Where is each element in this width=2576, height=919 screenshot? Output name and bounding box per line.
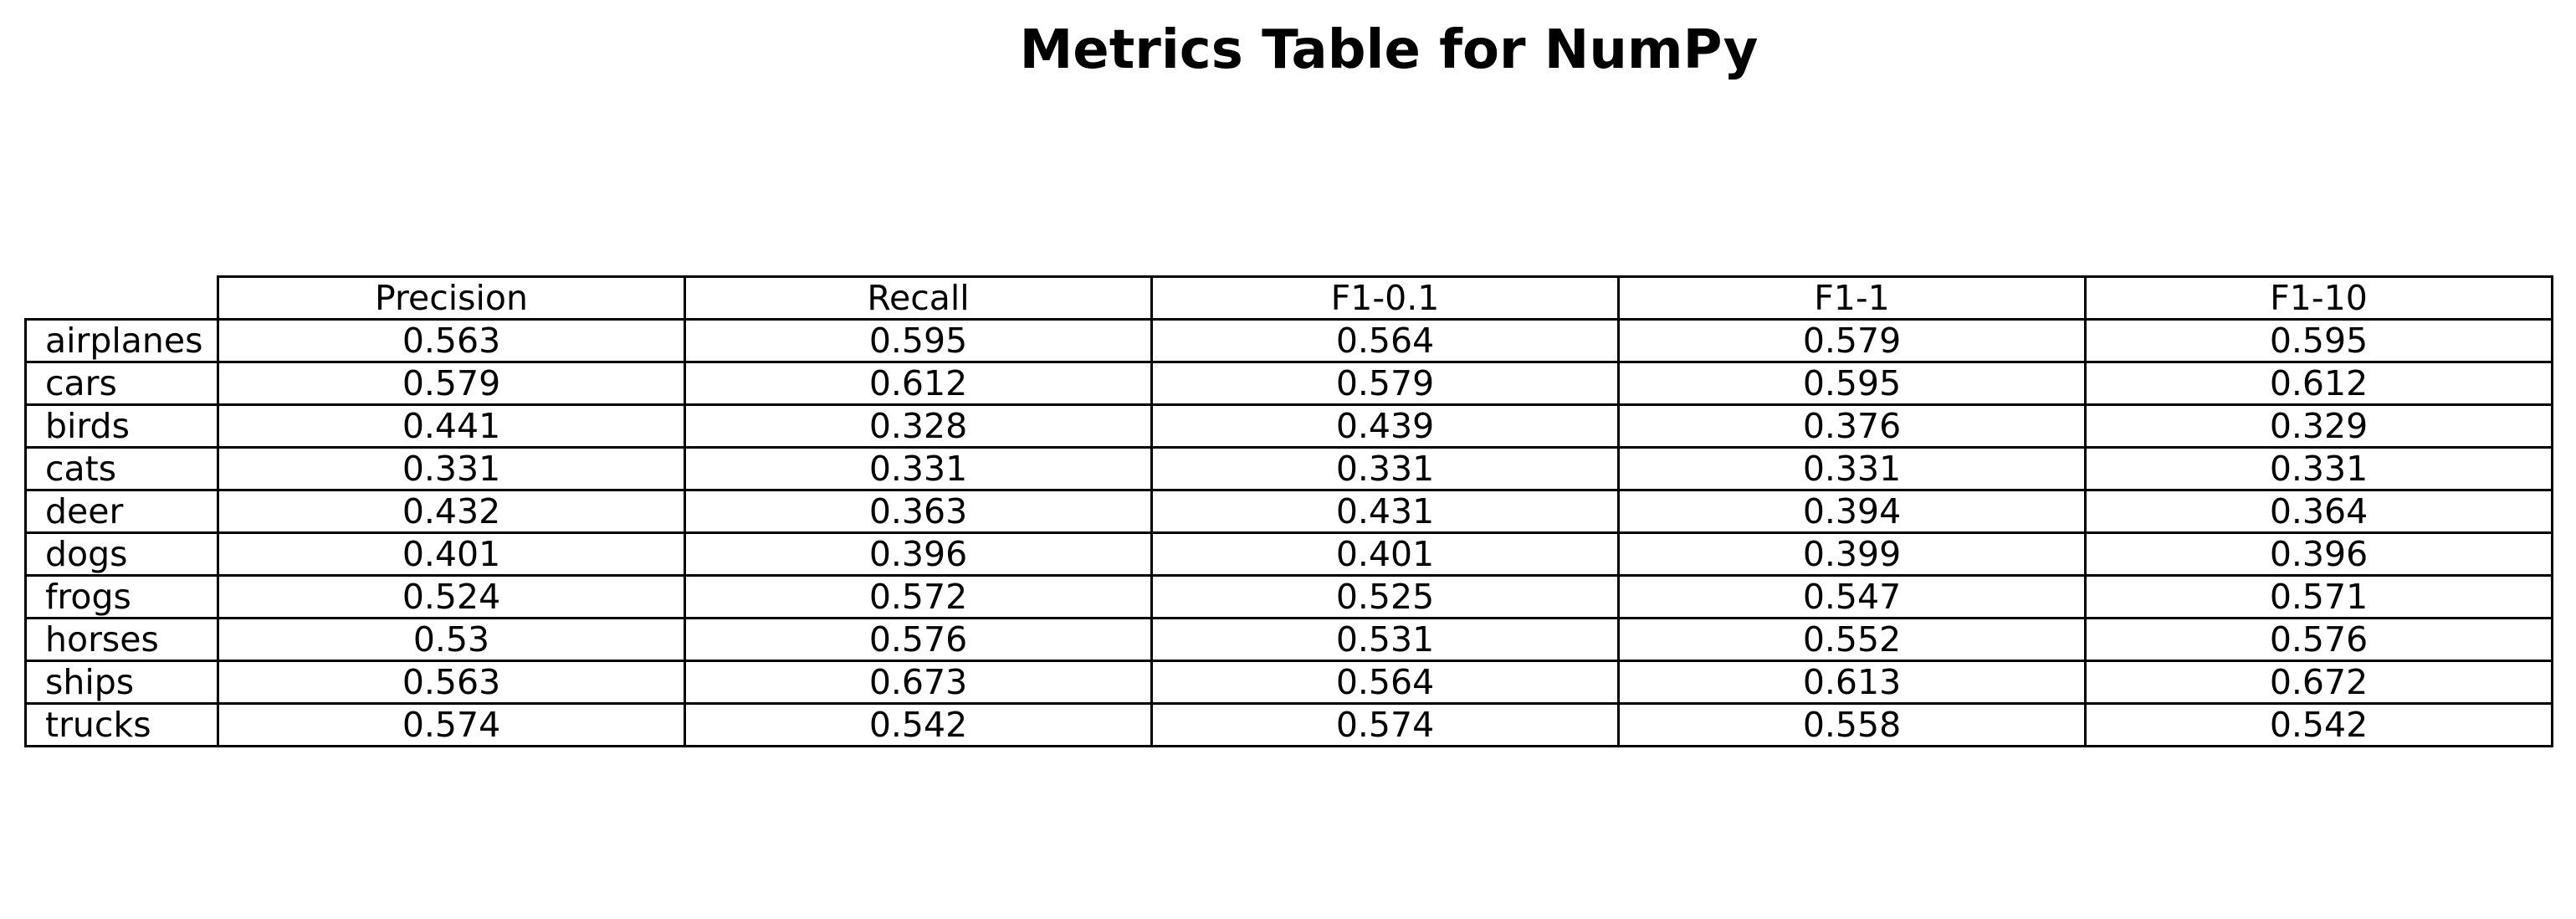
table-cell: 0.547 <box>1617 574 2087 619</box>
table-cell: 0.571 <box>2084 574 2553 619</box>
table-cell: 0.401 <box>217 531 686 577</box>
table-cell: 0.401 <box>1150 531 1620 577</box>
table-cell: 0.563 <box>217 660 686 705</box>
row-header: trucks <box>24 702 219 747</box>
column-header: F1-10 <box>2084 275 2553 321</box>
table-cell: 0.441 <box>217 403 686 449</box>
table-cell: 0.524 <box>217 574 686 619</box>
table-cell: 0.364 <box>2084 489 2553 534</box>
table-row: frogs 0.524 0.572 0.525 0.547 0.571 <box>24 574 2553 619</box>
column-header: F1-1 <box>1617 275 2087 321</box>
row-header: cars <box>24 361 219 406</box>
table-cell: 0.439 <box>1150 403 1620 449</box>
table-cell: 0.673 <box>684 660 1153 705</box>
table-cell: 0.396 <box>2084 531 2553 577</box>
table-cell: 0.432 <box>217 489 686 534</box>
table-cell: 0.331 <box>217 446 686 491</box>
table-cell: 0.363 <box>684 489 1153 534</box>
table-cell: 0.612 <box>2084 361 2553 406</box>
table-row: horses 0.53 0.576 0.531 0.552 0.576 <box>24 617 2553 662</box>
column-header: Precision <box>217 275 686 321</box>
corner-cell <box>26 277 218 320</box>
table-cell: 0.613 <box>1617 660 2087 705</box>
table-cell: 0.331 <box>2084 446 2553 491</box>
table-cell: 0.574 <box>1150 702 1620 747</box>
table-row: cars 0.579 0.612 0.579 0.595 0.612 <box>24 361 2553 406</box>
row-header: horses <box>24 617 219 662</box>
table-row: trucks 0.574 0.542 0.574 0.558 0.542 <box>24 702 2553 747</box>
table-cell: 0.595 <box>684 318 1153 363</box>
table-cell: 0.612 <box>684 361 1153 406</box>
table-cell: 0.431 <box>1150 489 1620 534</box>
table-cell: 0.579 <box>217 361 686 406</box>
table-cell: 0.595 <box>1617 361 2087 406</box>
table-cell: 0.564 <box>1150 318 1620 363</box>
table-cell: 0.576 <box>684 617 1153 662</box>
row-header: cats <box>24 446 219 491</box>
table-cell: 0.576 <box>2084 617 2553 662</box>
table-cell: 0.394 <box>1617 489 2087 534</box>
row-header: ships <box>24 660 219 705</box>
table-cell: 0.595 <box>2084 318 2553 363</box>
table-cell: 0.552 <box>1617 617 2087 662</box>
table-cell: 0.564 <box>1150 660 1620 705</box>
chart-title: Metrics Table for NumPy <box>1019 19 1759 81</box>
table-cell: 0.396 <box>684 531 1153 577</box>
row-header: airplanes <box>24 318 219 363</box>
table-row: deer 0.432 0.363 0.431 0.394 0.364 <box>24 489 2553 534</box>
column-header: Recall <box>684 275 1153 321</box>
table-cell: 0.399 <box>1617 531 2087 577</box>
table-cell: 0.558 <box>1617 702 2087 747</box>
table-cell: 0.531 <box>1150 617 1620 662</box>
table-row: dogs 0.401 0.396 0.401 0.399 0.396 <box>24 531 2553 577</box>
table-cell: 0.329 <box>2084 403 2553 449</box>
row-header: deer <box>24 489 219 534</box>
column-header: F1-0.1 <box>1150 275 1620 321</box>
table-row: airplanes 0.563 0.595 0.564 0.579 0.595 <box>24 318 2553 363</box>
table-cell: 0.672 <box>2084 660 2553 705</box>
row-header: dogs <box>24 531 219 577</box>
table-row: birds 0.441 0.328 0.439 0.376 0.329 <box>24 403 2553 449</box>
row-header: frogs <box>24 574 219 619</box>
table-row: cats 0.331 0.331 0.331 0.331 0.331 <box>24 446 2553 491</box>
table-row: ships 0.563 0.673 0.564 0.613 0.672 <box>24 660 2553 705</box>
table-cell: 0.525 <box>1150 574 1620 619</box>
table-body: Precision Recall F1-0.1 F1-1 F1-10 airplanes 0… <box>24 275 2553 747</box>
table-cell: 0.579 <box>1150 361 1620 406</box>
table-cell: 0.574 <box>217 702 686 747</box>
table-cell: 0.331 <box>1617 446 2087 491</box>
table-cell: 0.572 <box>684 574 1153 619</box>
table-cell: 0.331 <box>684 446 1153 491</box>
metrics-table: Precision Recall F1-0.1 F1-1 F1-10 airplanes 0… <box>24 275 2553 747</box>
table-cell: 0.542 <box>684 702 1153 747</box>
row-header: birds <box>24 403 219 449</box>
table-cell: 0.563 <box>217 318 686 363</box>
table-cell: 0.53 <box>217 617 686 662</box>
table-cell: 0.328 <box>684 403 1153 449</box>
table-cell: 0.542 <box>2084 702 2553 747</box>
table-cell: 0.376 <box>1617 403 2087 449</box>
table-cell: 0.331 <box>1150 446 1620 491</box>
header-row: Precision Recall F1-0.1 F1-1 F1-10 <box>26 275 2553 321</box>
table-cell: 0.579 <box>1617 318 2087 363</box>
